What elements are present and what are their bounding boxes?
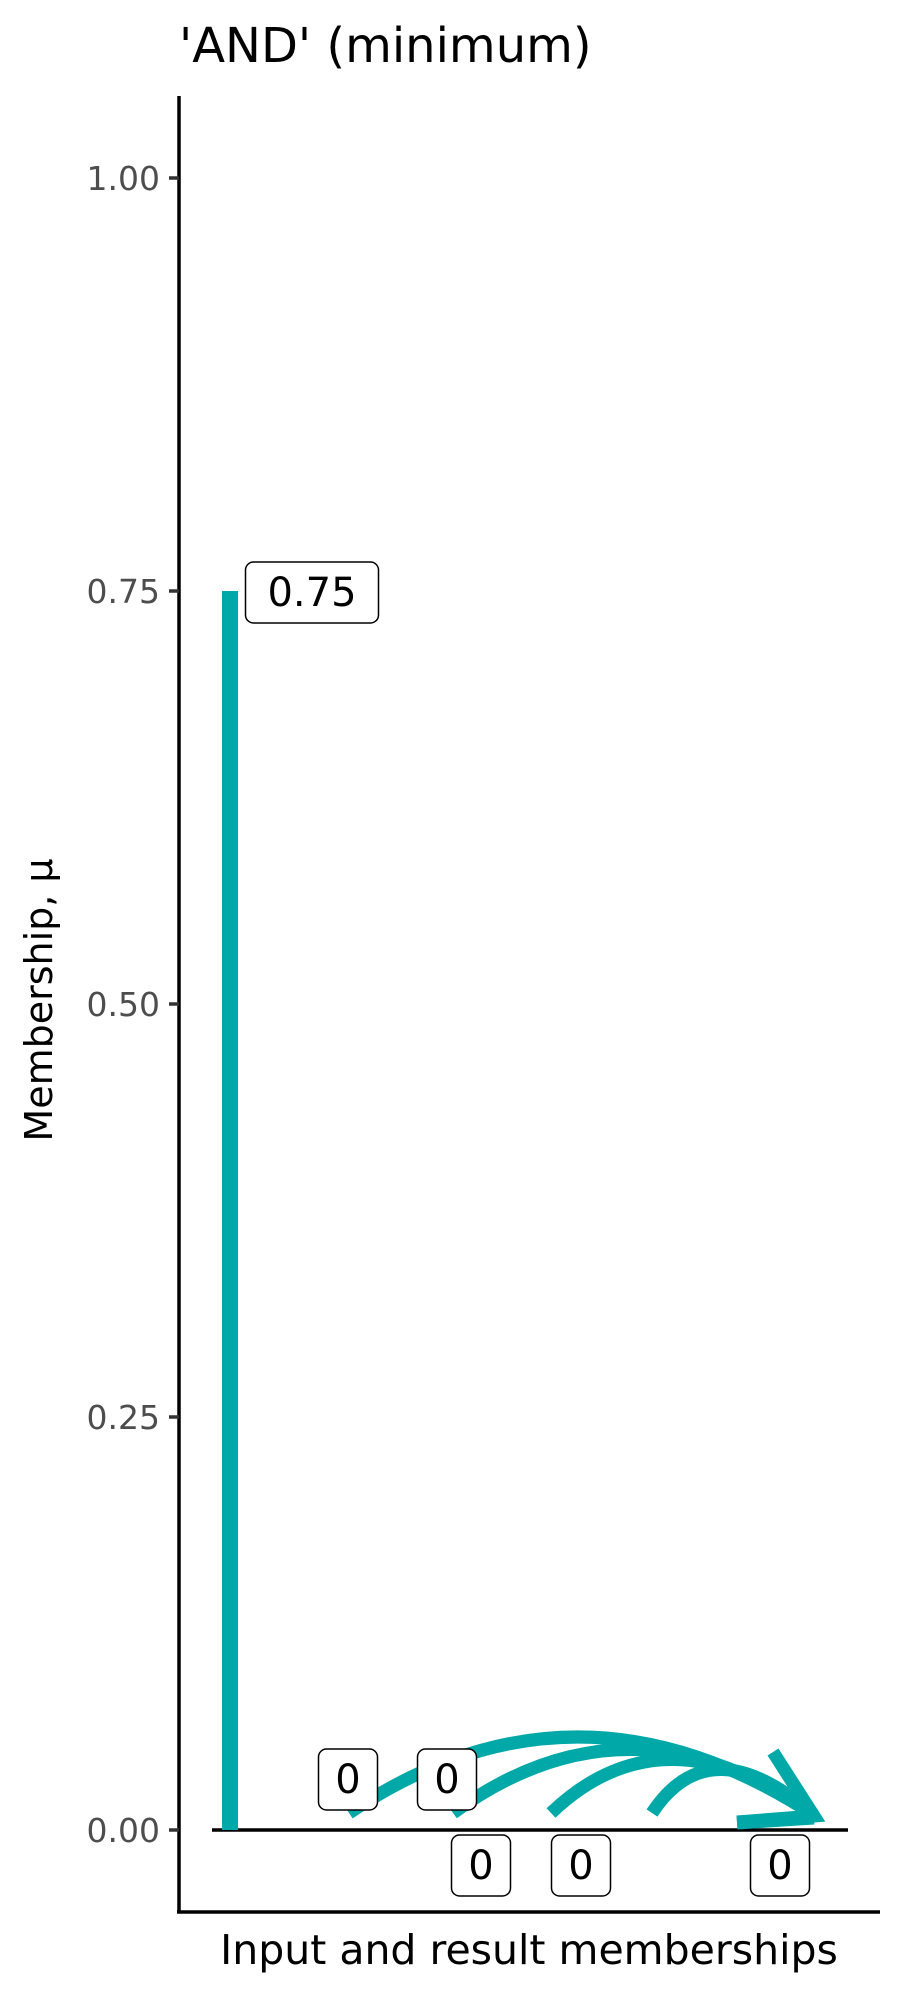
result-label-box — [749, 1834, 811, 1897]
value-label: 0 — [468, 1843, 493, 1889]
value-label-box — [317, 1748, 379, 1811]
y-tick-label: 0.00 — [87, 1811, 160, 1850]
arrow-head — [736, 1748, 826, 1829]
y-axis-label: Membership, μ — [17, 858, 61, 1141]
value-label: 0 — [434, 1757, 459, 1803]
value-label-box — [416, 1748, 478, 1811]
value-label-box — [450, 1834, 512, 1897]
chart-title: 'AND' (minimum) — [179, 18, 592, 74]
result-label: 0 — [767, 1843, 792, 1889]
value-label: 0 — [568, 1843, 593, 1889]
y-tick-label: 0.75 — [87, 572, 160, 611]
x-axis-label: Input and result memberships — [220, 1926, 838, 1974]
membership-arrow — [646, 1763, 819, 1820]
value-label: 0.75 — [267, 570, 356, 616]
y-tick-label: 0.25 — [87, 1398, 160, 1437]
y-tick-label: 0.50 — [87, 985, 160, 1024]
value-label-box — [550, 1834, 612, 1897]
y-tick-label: 1.00 — [87, 159, 160, 198]
value-label-box — [244, 561, 380, 624]
value-label: 0 — [335, 1757, 360, 1803]
